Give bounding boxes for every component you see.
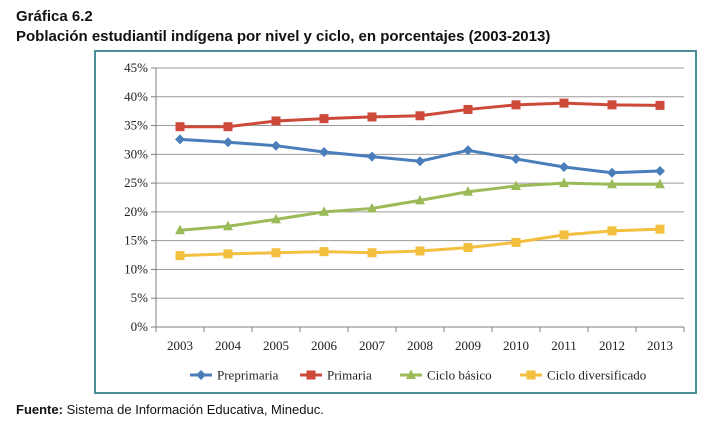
data-point-preprimaria: [415, 156, 425, 167]
data-point-primaria: [271, 116, 281, 126]
x-tick-label: 2005: [263, 338, 289, 353]
data-point-ciclo-básico: [175, 224, 185, 235]
y-tick-label: 20%: [124, 204, 148, 219]
data-point-preprimaria: [367, 151, 377, 162]
x-tick-label: 2010: [503, 338, 529, 353]
data-point-ciclo-básico: [655, 178, 665, 189]
data-point-preprimaria: [223, 137, 233, 148]
figure-label: Gráfica 6.2: [16, 8, 93, 25]
x-tick-label: 2009: [455, 338, 481, 353]
data-point-preprimaria: [511, 153, 521, 164]
x-tick-label: 2013: [647, 338, 673, 353]
legend-label-ciclo-diversificado: Ciclo diversificado: [547, 368, 646, 383]
x-tick-label: 2012: [599, 338, 625, 353]
source-text: Sistema de Información Educativa, Minedu…: [62, 402, 324, 417]
x-tick-label: 2004: [215, 338, 242, 353]
legend-marker-preprimaria: [196, 370, 206, 380]
x-tick-label: 2006: [311, 338, 338, 353]
source-label: Fuente:: [16, 402, 63, 417]
y-tick-label: 15%: [124, 233, 148, 248]
data-point-ciclo-básico: [511, 180, 521, 190]
y-tick-label: 10%: [124, 261, 148, 276]
y-tick-label: 35%: [124, 118, 148, 133]
chart-frame: [94, 50, 697, 394]
data-point-primaria: [511, 100, 521, 110]
y-tick-label: 40%: [124, 89, 148, 104]
data-point-primaria: [367, 112, 377, 122]
data-point-preprimaria: [175, 134, 185, 145]
data-point-primaria: [415, 111, 425, 121]
data-point-primaria: [175, 122, 185, 132]
data-point-primaria: [463, 104, 473, 114]
data-point-ciclo-diversificado: [607, 226, 617, 236]
x-tick-label: 2003: [167, 338, 193, 353]
data-point-preprimaria: [655, 166, 665, 177]
legend-label-preprimaria: Preprimaria: [217, 368, 279, 383]
data-point-primaria: [319, 114, 329, 124]
legend-label-ciclo-básico: Ciclo básico: [427, 368, 492, 383]
data-point-ciclo-básico: [367, 202, 377, 213]
data-point-ciclo-básico: [559, 177, 569, 188]
data-point-ciclo-diversificado: [463, 243, 473, 253]
series-line-preprimaria: [179, 137, 661, 175]
legend-marker-primaria: [306, 370, 316, 380]
y-tick-label: 5%: [131, 290, 149, 305]
line-chart: 0% 5% 10% 15% 20% 25% 30% 35% 40% 45% 2003 2004 2005…: [124, 60, 685, 383]
legend-marker-ciclo-diversificado: [526, 370, 536, 380]
x-tick-label: 2007: [359, 338, 386, 353]
data-point-ciclo-diversificado: [271, 248, 281, 258]
data-point-ciclo-diversificado: [655, 224, 665, 234]
data-point-primaria: [559, 98, 569, 108]
data-point-ciclo-básico: [319, 206, 329, 216]
legend-marker-ciclo-básico: [406, 369, 416, 379]
data-point-primaria: [655, 100, 665, 110]
chart-title: Población estudiantil indígena por nivel…: [16, 28, 551, 45]
data-point-ciclo-diversificado: [319, 247, 329, 257]
x-tick-label: 2008: [407, 338, 433, 353]
source-note: Fuente: Sistema de Información Educativa…: [16, 402, 324, 417]
data-point-preprimaria: [271, 140, 281, 151]
data-point-ciclo-diversificado: [559, 230, 569, 240]
data-point-ciclo-básico: [415, 194, 425, 205]
data-point-ciclo-básico: [223, 220, 233, 231]
series-line-ciclo-básico: [179, 181, 660, 232]
data-point-ciclo-diversificado: [415, 246, 425, 256]
y-tick-label: 25%: [124, 175, 148, 190]
y-tick-label: 0%: [131, 319, 149, 334]
data-point-preprimaria: [607, 167, 617, 178]
data-point-ciclo-diversificado: [367, 248, 377, 258]
data-point-preprimaria: [559, 161, 569, 172]
y-tick-label: 45%: [124, 60, 148, 75]
data-point-preprimaria: [463, 145, 473, 156]
data-point-primaria: [223, 122, 233, 132]
data-point-ciclo-diversificado: [223, 249, 233, 259]
legend-label-primaria: Primaria: [327, 368, 372, 383]
data-point-ciclo-diversificado: [511, 237, 521, 247]
data-point-ciclo-básico: [271, 213, 281, 224]
data-point-ciclo-diversificado: [175, 251, 185, 261]
y-tick-label: 30%: [124, 146, 148, 161]
data-point-ciclo-básico: [463, 186, 473, 196]
data-point-primaria: [607, 100, 617, 110]
data-point-preprimaria: [319, 147, 329, 158]
x-tick-label: 2011: [551, 338, 577, 353]
data-point-ciclo-básico: [607, 178, 617, 189]
